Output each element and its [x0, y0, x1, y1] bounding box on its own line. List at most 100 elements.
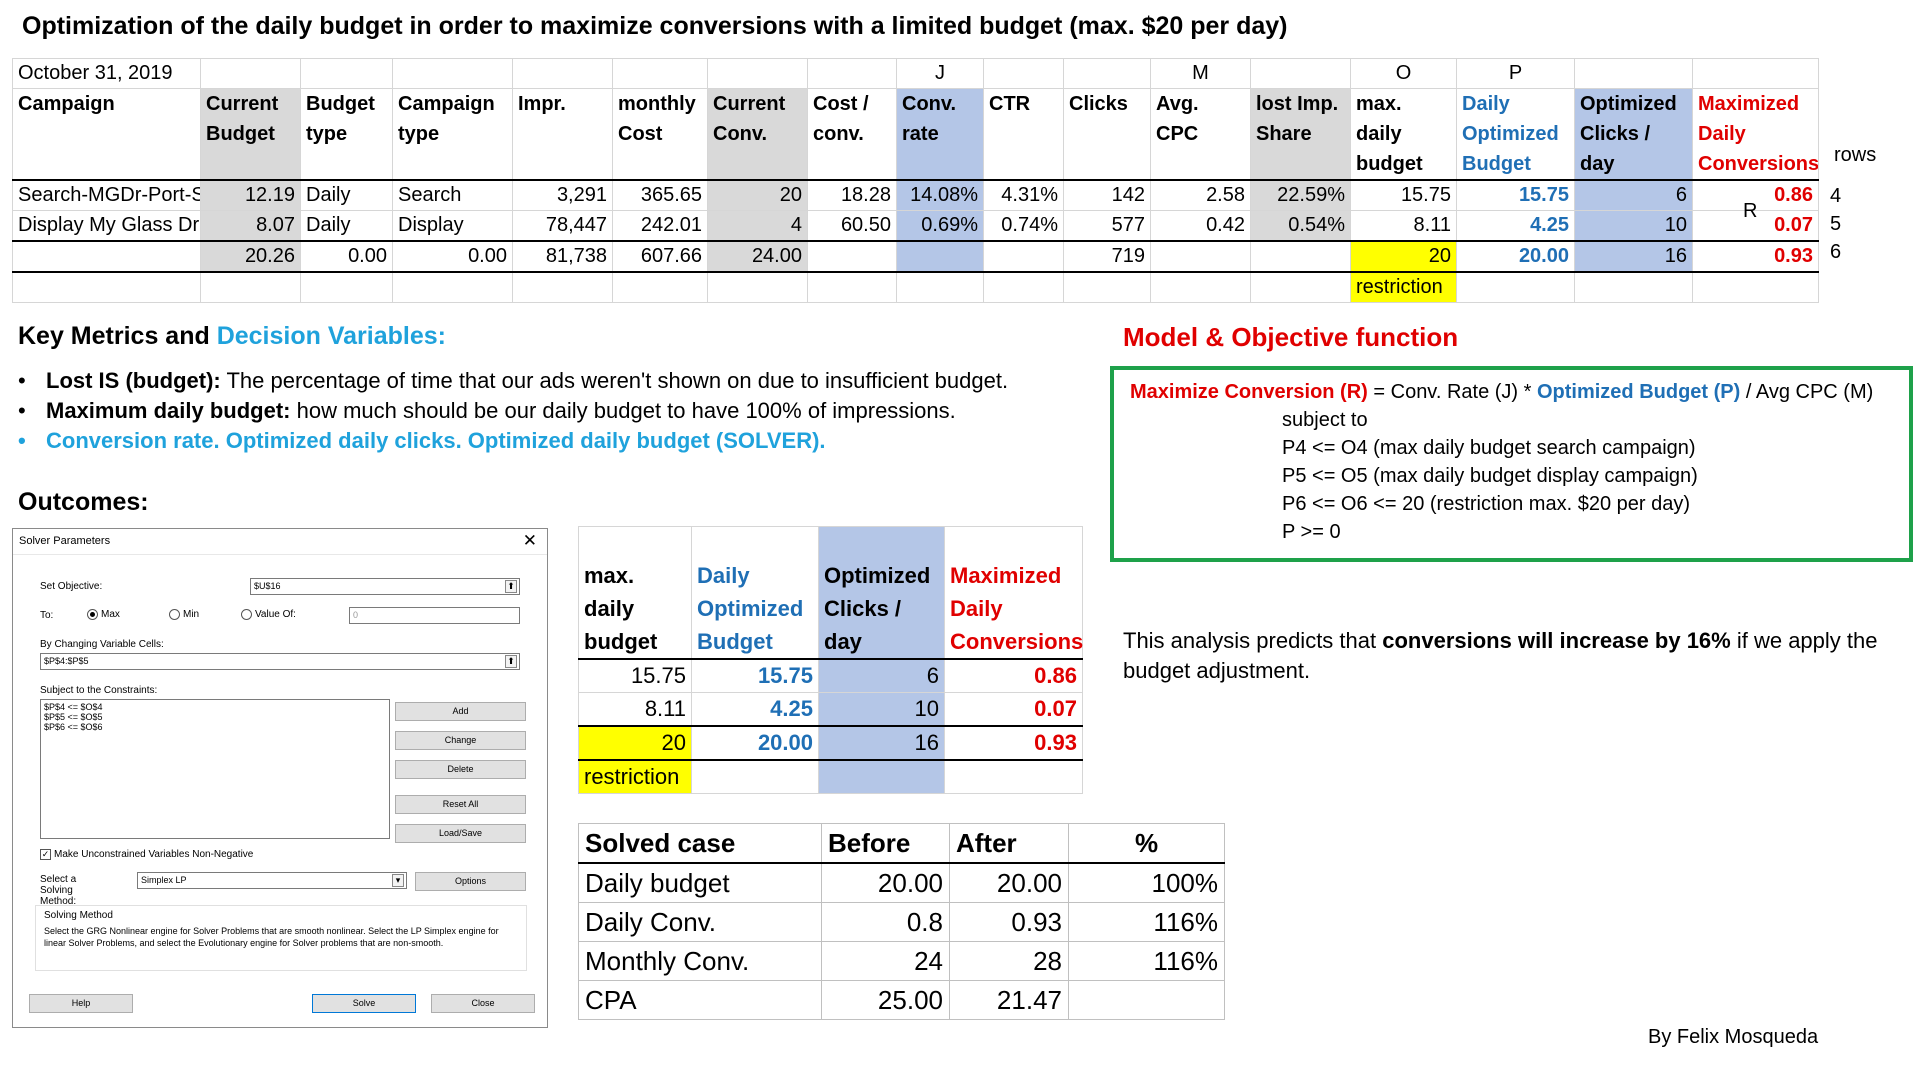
table-cell: 116% [1068, 941, 1225, 981]
table-cell: 0.42 [1150, 210, 1251, 242]
table-cell: 15.75 [1350, 179, 1457, 211]
constraint-item[interactable]: $P$4 <= $O$4 [44, 702, 103, 712]
table-cell [1150, 240, 1251, 273]
table-cell: 20.00 [691, 725, 819, 761]
header-cell: After [949, 823, 1069, 864]
header-cell: Clicks [1063, 88, 1151, 181]
table-cell: 242.01 [612, 210, 708, 242]
table-cell: 22.59% [1250, 179, 1351, 211]
radio-icon [169, 609, 180, 620]
row-number: 6 [1830, 241, 1842, 263]
constraint-line: P >= 0 [1282, 521, 1341, 543]
solver-titlebar: Solver Parameters ✕ [13, 529, 547, 555]
header-row: Campaign Current Budget Budget type Camp… [12, 88, 1819, 181]
table-cell: Display [392, 210, 513, 242]
radio-icon [241, 609, 252, 620]
table-cell: 0.00 [392, 240, 513, 273]
header-cell: Daily Optimized Budget [691, 526, 819, 660]
changing-cells-value: $P$4:$P$5 [44, 656, 89, 666]
table-cell [12, 240, 201, 273]
table-cell: 15.75 [691, 658, 819, 693]
prediction-b: conversions will increase by 16% [1382, 628, 1731, 653]
restriction-label: restriction [578, 759, 692, 794]
value-of-label: Value Of: [255, 609, 296, 621]
value-of-input[interactable]: 0 [349, 607, 520, 624]
max-label: Max [101, 609, 120, 621]
collapse-icon[interactable]: ⬆ [505, 580, 517, 593]
header-row: Solved case Before After % [578, 823, 1225, 864]
constraint-item[interactable]: $P$5 <= $O$5 [44, 712, 103, 722]
table-cell: 12.19 [200, 179, 301, 211]
table-cell: 20.00 [949, 862, 1069, 903]
row-number: 5 [1830, 213, 1842, 235]
table-cell: 20.26 [200, 240, 301, 273]
header-cell: Optimized Clicks / day [818, 526, 945, 660]
objective-input[interactable]: $U$16 ⬆ [250, 578, 520, 595]
constraint-line: P4 <= O4 (max daily budget search campai… [1282, 437, 1696, 459]
table-cell: Search-MGDr-Port-Search [12, 179, 201, 211]
table-cell: 24.00 [707, 240, 808, 273]
solver-dialog: Solver Parameters ✕ Set Objective: $U$16 ⬆… [12, 528, 548, 1028]
table-cell: 28 [949, 941, 1069, 981]
table-cell: Daily Conv. [578, 902, 822, 942]
list-item-term: Lost IS (budget): [46, 368, 221, 393]
help-button[interactable]: Help [29, 994, 133, 1013]
table-row: Daily Conv. 0.8 0.93 116% [578, 902, 1225, 942]
max-radio[interactable]: Max [87, 609, 120, 620]
table-cell: 8.11 [578, 692, 692, 727]
table-cell: 577 [1063, 210, 1151, 242]
table-cell: 81,738 [512, 240, 613, 273]
close-button[interactable]: Close [431, 994, 535, 1013]
header-cell: CTR [983, 88, 1064, 181]
load-save-button[interactable]: Load/Save [395, 824, 526, 843]
changing-cells-label: By Changing Variable Cells: [40, 639, 164, 650]
objective-r: Maximize Conversion (R) [1130, 381, 1368, 403]
list-item: Maximum daily budget: how much should be… [18, 396, 1008, 426]
table-row: CPA 25.00 21.47 [578, 980, 1225, 1020]
add-button[interactable]: Add [395, 702, 526, 721]
report-date: October 31, 2019 [12, 58, 201, 89]
solve-button[interactable]: Solve [312, 994, 416, 1013]
table-cell: 719 [1063, 240, 1151, 273]
delete-button[interactable]: Delete [395, 760, 526, 779]
reset-all-button[interactable]: Reset All [395, 795, 526, 814]
table-cell [1068, 980, 1225, 1020]
header-cell: Cost / conv. [807, 88, 897, 181]
chevron-down-icon[interactable]: ▾ [392, 874, 404, 887]
table-row: Monthly Conv. 24 28 116% [578, 941, 1225, 981]
page-title: Optimization of the daily budget in orde… [22, 12, 1288, 40]
header-cell: Campaign [12, 88, 201, 181]
header-cell: Optimized Clicks / day [1574, 88, 1693, 181]
changing-cells-input[interactable]: $P$4:$P$5 ⬆ [40, 653, 520, 670]
prediction-text: This analysis predicts that conversions … [1123, 626, 1883, 686]
method-select[interactable]: Simplex LP ▾ [137, 872, 407, 889]
table-cell [896, 240, 984, 273]
col-letter-o: O [1350, 58, 1457, 89]
header-cell: Conv. rate [896, 88, 984, 181]
min-radio[interactable]: Min [169, 609, 199, 620]
decision-variables-title: Decision Variables: [216, 322, 446, 350]
solved-case-table: Solved case Before After % Daily budget … [578, 823, 1225, 1020]
change-button[interactable]: Change [395, 731, 526, 750]
table-cell: 0.8 [821, 902, 950, 942]
objective-value: $U$16 [254, 581, 281, 591]
header-cell: Budget type [300, 88, 393, 181]
column-letters-row: October 31, 2019 J M O P [12, 58, 1819, 89]
method-value: Simplex LP [141, 875, 187, 885]
constraint-item[interactable]: $P$6 <= $O$6 [44, 722, 103, 732]
table-row: restriction [12, 271, 1819, 303]
table-cell: Search [392, 179, 513, 211]
header-cell: Before [821, 823, 950, 864]
col-letter-p: P [1456, 58, 1575, 89]
close-icon[interactable]: ✕ [522, 531, 537, 550]
value-of-radio[interactable]: Value Of: [241, 609, 296, 620]
table-cell: 365.65 [612, 179, 708, 211]
constraints-list[interactable]: $P$4 <= $O$4 $P$5 <= $O$5 $P$6 <= $O$6 [40, 699, 390, 839]
nonneg-checkbox[interactable]: ✓ Make Unconstrained Variables Non-Negati… [40, 849, 253, 860]
collapse-icon[interactable]: ⬆ [505, 655, 517, 668]
model-title: Model & Objective function [1123, 322, 1459, 352]
options-button[interactable]: Options [415, 872, 526, 891]
table-cell: 0.74% [983, 210, 1064, 242]
list-item-text: The percentage of time that our ads were… [220, 368, 1009, 393]
table-cell [807, 240, 897, 273]
